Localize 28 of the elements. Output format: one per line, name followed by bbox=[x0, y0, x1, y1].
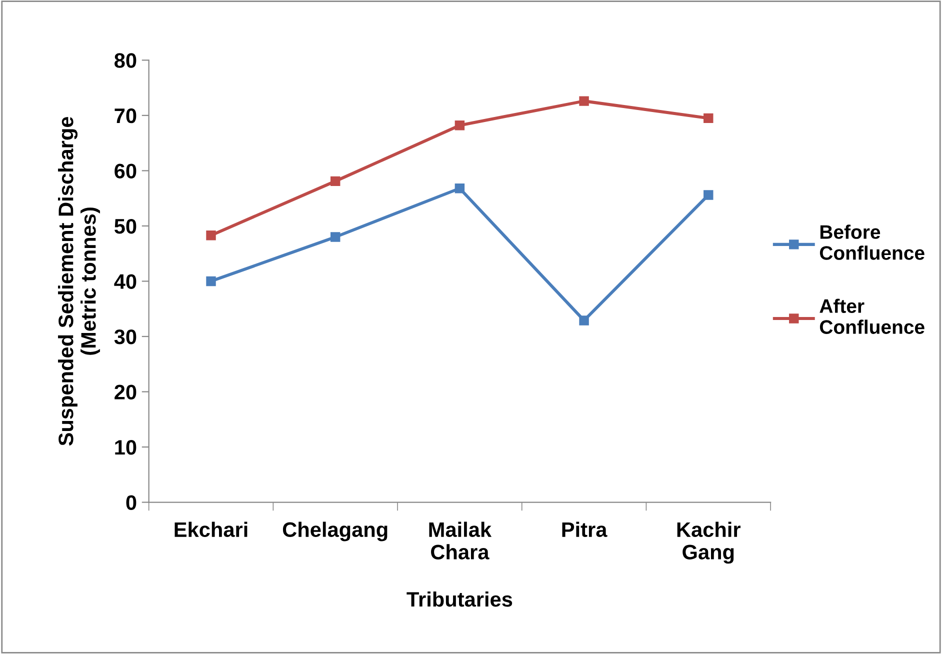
point bbox=[704, 190, 714, 200]
point bbox=[579, 316, 589, 326]
y-tick-label: 40 bbox=[114, 274, 136, 289]
y-tick-label: 80 bbox=[114, 53, 136, 68]
point bbox=[454, 184, 465, 194]
legend-label: Before Confluence bbox=[820, 224, 924, 260]
point bbox=[454, 120, 465, 130]
x-axis-title: Tributaries bbox=[406, 591, 512, 607]
legend-label: After Confluence bbox=[820, 298, 924, 334]
x-tick-label: Ekchari bbox=[174, 522, 248, 538]
y-axis-title: Suspended Sediement Discharge (Metric tonnes) bbox=[58, 116, 100, 446]
y-tick-label: 30 bbox=[114, 329, 136, 344]
point bbox=[206, 276, 216, 286]
y-tick-label: 50 bbox=[114, 218, 136, 234]
x-tick-label: Mailak Chara bbox=[429, 522, 492, 560]
y-tick-label: 10 bbox=[115, 440, 136, 455]
point bbox=[704, 113, 714, 124]
point bbox=[330, 176, 340, 186]
y-tick-label: 0 bbox=[126, 495, 136, 510]
point bbox=[579, 96, 589, 106]
point bbox=[330, 232, 340, 242]
x-tick-label: Kachir Gang bbox=[677, 522, 740, 564]
y-tick-label: 20 bbox=[114, 384, 136, 400]
point bbox=[206, 230, 216, 240]
x-tick-label: Pitra bbox=[562, 522, 608, 538]
x-tick-label: Chelagang bbox=[282, 522, 388, 542]
y-tick-label: 70 bbox=[114, 108, 136, 124]
y-tick-label: 60 bbox=[114, 164, 136, 178]
